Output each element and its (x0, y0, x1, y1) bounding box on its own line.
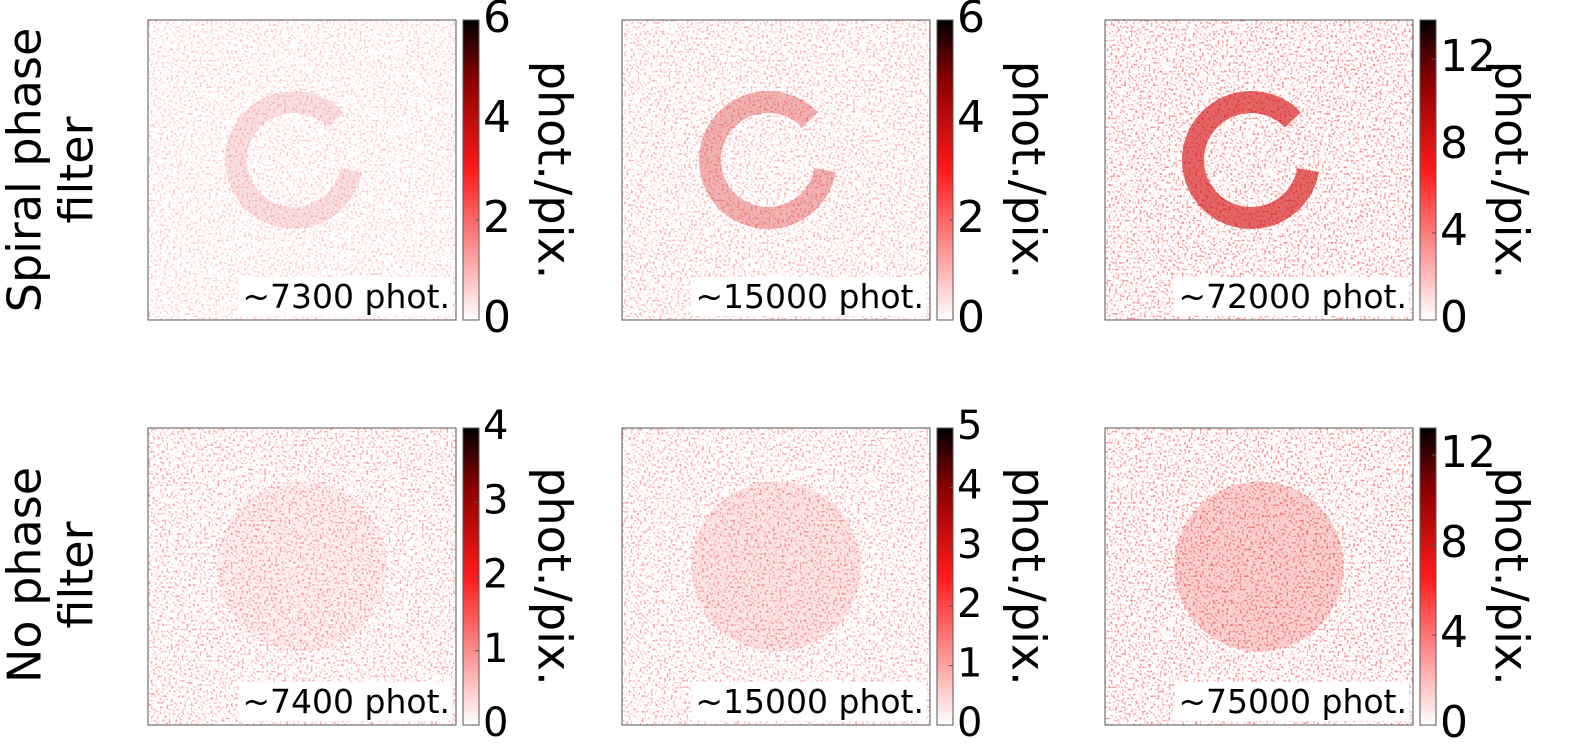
colorbar-tick-label: 12 (1440, 31, 1496, 82)
colorbar-tick-label: 4 (1440, 205, 1468, 256)
heatmap-frame (1104, 427, 1414, 726)
colorbar-tick-label: 4 (483, 403, 508, 449)
colorbar-tick-label: 12 (1440, 427, 1496, 478)
colorbar-tick-label: 6 (957, 0, 985, 43)
heatmap-frame (147, 427, 457, 726)
colorbar-tick-label: 0 (957, 292, 985, 343)
colorbar (936, 19, 954, 321)
annotation: ~7300 phot. (242, 277, 450, 316)
heatmap-frame (147, 19, 457, 321)
colorbar-tick-label: 2 (957, 581, 982, 627)
panels: ~7300 phot. 0 2 4 6 phot./pix. ~15000 phot. 0 2 4… (147, 0, 1539, 748)
colorbar-tick-label: 2 (483, 552, 508, 598)
panel: ~7400 phot. 0 1 2 3 4 phot./pix. (147, 403, 582, 746)
colorbar-tick-label: 4 (1440, 607, 1468, 658)
colorbar-tick-label: 8 (1440, 517, 1468, 568)
heatmap-ring (225, 91, 363, 229)
heatmap-noise (622, 428, 930, 725)
panel: ~7300 phot. 0 2 4 6 phot./pix. (147, 0, 582, 343)
colorbar-tick-label: 4 (957, 92, 985, 143)
colorbar-tick-label: 4 (957, 462, 982, 508)
annotation: ~15000 phot. (695, 277, 924, 316)
annotation: ~75000 phot. (1178, 682, 1407, 721)
annotation-background (1174, 682, 1409, 721)
colorbar-tick-label: 1 (483, 626, 508, 672)
colorbar-tick-label: 4 (483, 92, 511, 143)
colorbar-label: phot./pix. (1002, 61, 1056, 279)
colorbar-tick-label: 6 (483, 0, 511, 43)
heatmap-noise (1105, 20, 1413, 320)
heatmap-blob (691, 481, 861, 652)
annotation-background (238, 682, 452, 721)
heatmap-noise (148, 20, 456, 320)
colorbar-tick-label: 3 (483, 477, 508, 523)
heatmap-frame (1104, 19, 1414, 321)
annotation: ~15000 phot. (695, 682, 924, 721)
colorbar-tick-label: 2 (957, 192, 985, 243)
row-label: filter (50, 116, 104, 223)
colorbar-tick-label: 0 (483, 292, 511, 343)
colorbar-label: phot./pix. (528, 467, 582, 685)
heatmap-frame (621, 19, 931, 321)
annotation-background (1174, 277, 1409, 316)
colorbar-label: phot./pix. (528, 61, 582, 279)
annotation: ~7400 phot. (242, 682, 450, 721)
heatmap-ring (699, 91, 837, 229)
panel: ~15000 phot. 0 2 4 6 phot./pix. (621, 0, 1056, 343)
colorbar-tick-label: 0 (1440, 292, 1468, 343)
colorbar (936, 427, 954, 726)
colorbar-tick-label: 0 (483, 700, 508, 746)
annotation-background (691, 277, 926, 316)
annotation: ~72000 phot. (1178, 277, 1407, 316)
heatmap-frame (621, 427, 931, 726)
colorbar (1419, 427, 1437, 726)
colorbar-tick-label: 3 (957, 522, 982, 568)
colorbar-tick-label: 0 (957, 700, 982, 746)
annotation-background (238, 277, 452, 316)
heatmap-noise (622, 20, 930, 320)
colorbar-tick-label: 0 (1440, 697, 1468, 748)
annotation-background (691, 682, 926, 721)
row-label: Spiral phase (0, 28, 52, 313)
colorbar-tick-label: 5 (957, 403, 982, 449)
colorbar (462, 19, 480, 321)
row-label: filter (50, 521, 104, 628)
colorbar-tick-label: 1 (957, 641, 982, 687)
colorbar-label: phot./pix. (1485, 61, 1539, 279)
panel: ~15000 phot. 0 1 2 3 4 5 phot./pix. (621, 403, 1056, 746)
heatmap-blob (1174, 481, 1344, 652)
heatmap-blob (217, 481, 387, 652)
row-label: No phase (0, 467, 52, 683)
colorbar-label: phot./pix. (1002, 467, 1056, 685)
colorbar-tick-label: 8 (1440, 118, 1468, 169)
heatmap-noise (148, 428, 456, 725)
colorbar-tick-label: 2 (483, 192, 511, 243)
colorbar-label: phot./pix. (1485, 467, 1539, 685)
heatmap-noise (1105, 428, 1413, 725)
colorbar (1419, 19, 1437, 321)
